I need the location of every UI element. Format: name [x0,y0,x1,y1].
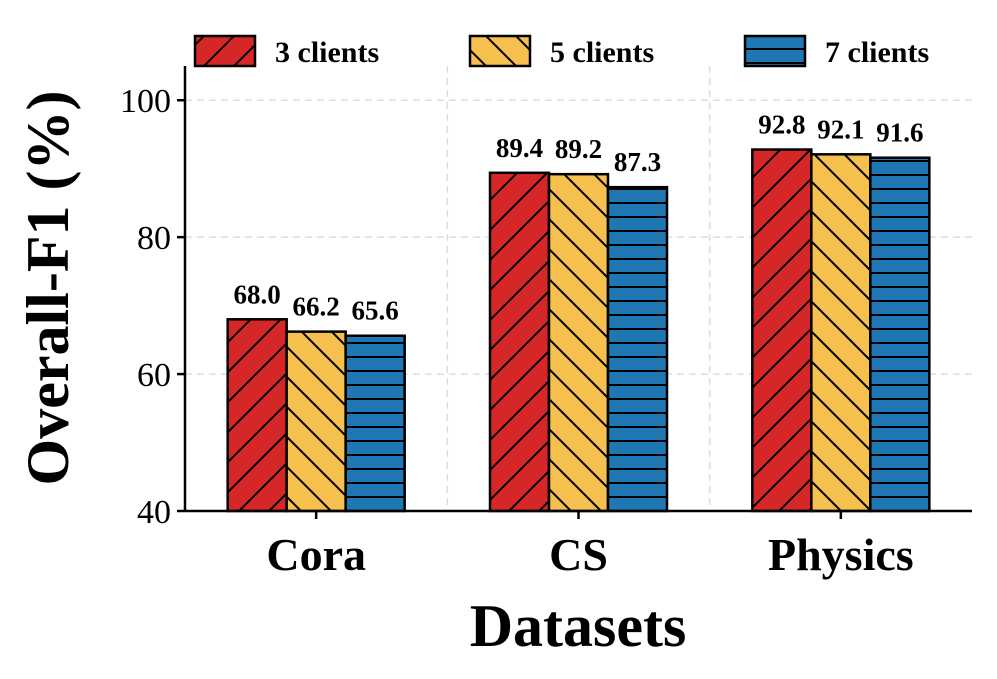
y-tick-label-100: 100 [120,83,171,120]
legend: 3 clients 5 clients 7 clients [193,34,929,69]
legend-swatch-5-clients [468,34,532,68]
data-label-cs-7-clients: 87.3 [614,147,661,177]
bar-physics-7-clients [869,156,931,513]
bar-physics-3-clients [751,148,813,513]
legend-label-3-clients: 3 clients [275,36,379,69]
data-label-cora-7-clients: 65.6 [352,296,399,326]
data-label-physics-3-clients: 92.8 [758,110,805,140]
x-axis-title: Datasets [470,593,687,659]
bar-cora-7-clients [344,334,406,513]
y-tick-label-40: 40 [137,494,171,531]
y-axis-title: Overall-F1 (%) [15,91,81,486]
grid-lines [185,66,972,511]
x-tick-label-cora: Cora [266,529,366,580]
x-tick-label-physics: Physics [768,529,914,580]
data-labels: 68.0 66.2 65.6 89.4 89.2 87.3 92.8 92.1 91.6 [234,110,924,326]
x-tick-label-cs: CS [549,529,608,580]
legend-label-5-clients: 5 clients [550,36,654,69]
data-label-cora-3-clients: 68.0 [234,279,281,309]
y-tick-label-80: 80 [137,220,171,257]
bars [226,148,931,513]
data-label-physics-7-clients: 91.6 [876,118,923,148]
bar-cora-5-clients [285,330,347,513]
legend-swatch-3-clients [193,34,257,68]
data-label-physics-5-clients: 92.1 [817,114,864,144]
axes: Cora CS Physics 40 60 80 100 [120,66,972,580]
bar-cs-7-clients [606,185,669,513]
legend-label-7-clients: 7 clients [825,36,929,69]
legend-swatch-7-clients [743,34,807,68]
data-label-cs-5-clients: 89.2 [555,134,602,164]
bar-physics-5-clients [810,153,872,513]
data-label-cs-3-clients: 89.4 [496,133,543,163]
bar-cs-3-clients [488,171,551,513]
data-label-cora-5-clients: 66.2 [293,292,340,322]
bar-cora-3-clients [226,318,288,513]
bar-cs-5-clients [547,172,610,513]
y-tick-label-60: 60 [137,357,171,394]
